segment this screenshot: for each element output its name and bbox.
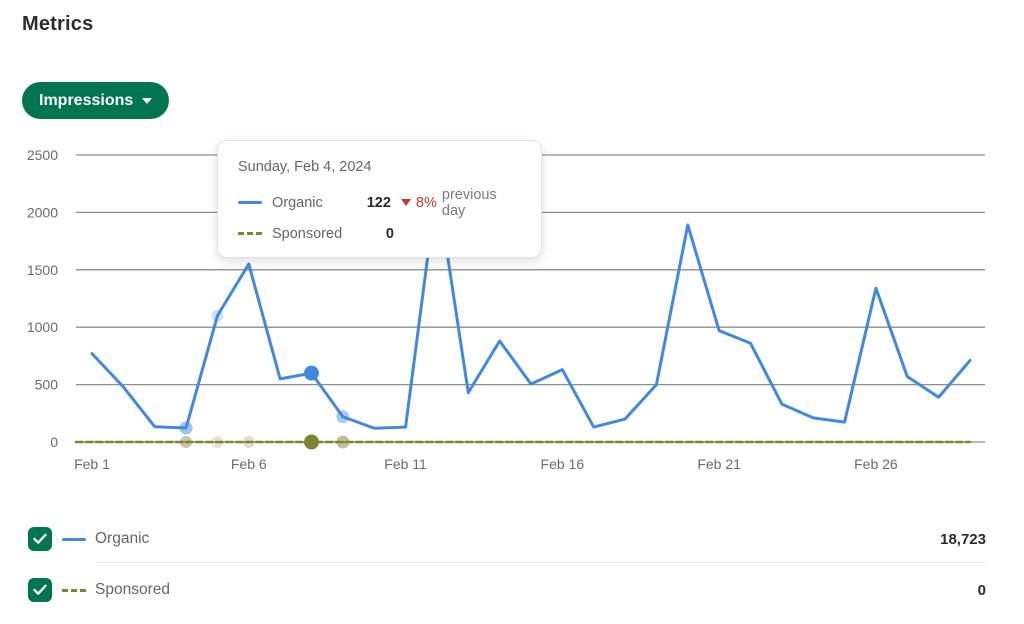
legend-label: Sponsored xyxy=(95,581,170,598)
tooltip-series-value: 0 xyxy=(385,225,394,242)
x-axis-tick-label: Feb 21 xyxy=(697,456,741,472)
legend-row-organic: Organic 18,723 xyxy=(28,517,986,561)
y-axis-tick-label: 1500 xyxy=(27,262,58,278)
tooltip-change-suffix: previous day xyxy=(441,186,497,219)
legend-row-sponsored: Sponsored 0 xyxy=(28,568,986,612)
sponsored-marker-dot[interactable] xyxy=(211,436,224,448)
y-axis-tick-label: 500 xyxy=(35,377,59,393)
y-axis-tick-label: 2500 xyxy=(27,147,58,163)
tooltip-series-label: Sponsored xyxy=(272,225,343,242)
sponsored-series-swatch xyxy=(238,232,262,235)
organic-series-swatch xyxy=(62,537,86,541)
chart-tooltip: Sunday, Feb 4, 2024 Organic 122 8% previ… xyxy=(217,140,542,258)
decrease-arrow-icon xyxy=(400,199,411,206)
x-axis-tick-label: Feb 1 xyxy=(74,456,110,472)
checkmark-icon xyxy=(33,533,47,544)
organic-marker-dot[interactable] xyxy=(336,410,350,424)
tooltip-series-label: Organic xyxy=(272,194,323,211)
y-axis-tick-label: 1000 xyxy=(27,319,58,335)
sponsored-marker-dot[interactable] xyxy=(336,435,350,449)
tooltip-row-sponsored: Sponsored 0 xyxy=(238,218,521,249)
tooltip-series-value: 122 xyxy=(366,194,391,211)
x-axis-tick-label: Feb 26 xyxy=(854,456,898,472)
sponsored-marker-dot[interactable] xyxy=(180,436,193,448)
x-axis-tick-label: Feb 16 xyxy=(541,456,585,472)
page-title: Metrics xyxy=(22,13,94,35)
metric-selector-label: Impressions xyxy=(39,91,134,109)
tooltip-row-organic: Organic 122 8% previous day xyxy=(238,186,521,219)
legend-divider xyxy=(96,562,986,563)
tooltip-change-percent: 8% xyxy=(415,194,437,211)
metric-selector-dropdown[interactable]: Impressions xyxy=(22,82,170,119)
organic-checkbox[interactable] xyxy=(28,527,52,551)
checkmark-icon xyxy=(33,584,47,595)
y-axis-tick-label: 0 xyxy=(50,434,58,450)
organic-series-swatch xyxy=(238,201,262,204)
y-axis-tick-label: 2000 xyxy=(27,204,58,220)
tooltip-date: Sunday, Feb 4, 2024 xyxy=(238,159,372,175)
organic-marker-dot[interactable] xyxy=(179,421,193,435)
legend-label: Organic xyxy=(95,530,150,547)
sponsored-checkbox[interactable] xyxy=(28,578,52,602)
organic-marker-dot[interactable] xyxy=(211,309,224,322)
organic-line xyxy=(90,184,972,430)
sponsored-marker-dot[interactable] xyxy=(304,434,319,450)
chevron-down-icon xyxy=(142,97,153,104)
legend-total: 18,723 xyxy=(940,530,986,548)
tooltip-change: 8% previous day xyxy=(400,186,521,219)
organic-marker-dot[interactable] xyxy=(304,365,319,381)
legend-total: 0 xyxy=(977,581,986,599)
sponsored-marker-dot[interactable] xyxy=(242,436,255,448)
x-axis-tick-label: Feb 6 xyxy=(231,456,267,472)
sponsored-series-swatch xyxy=(62,588,86,592)
x-axis-tick-label: Feb 11 xyxy=(384,456,427,472)
